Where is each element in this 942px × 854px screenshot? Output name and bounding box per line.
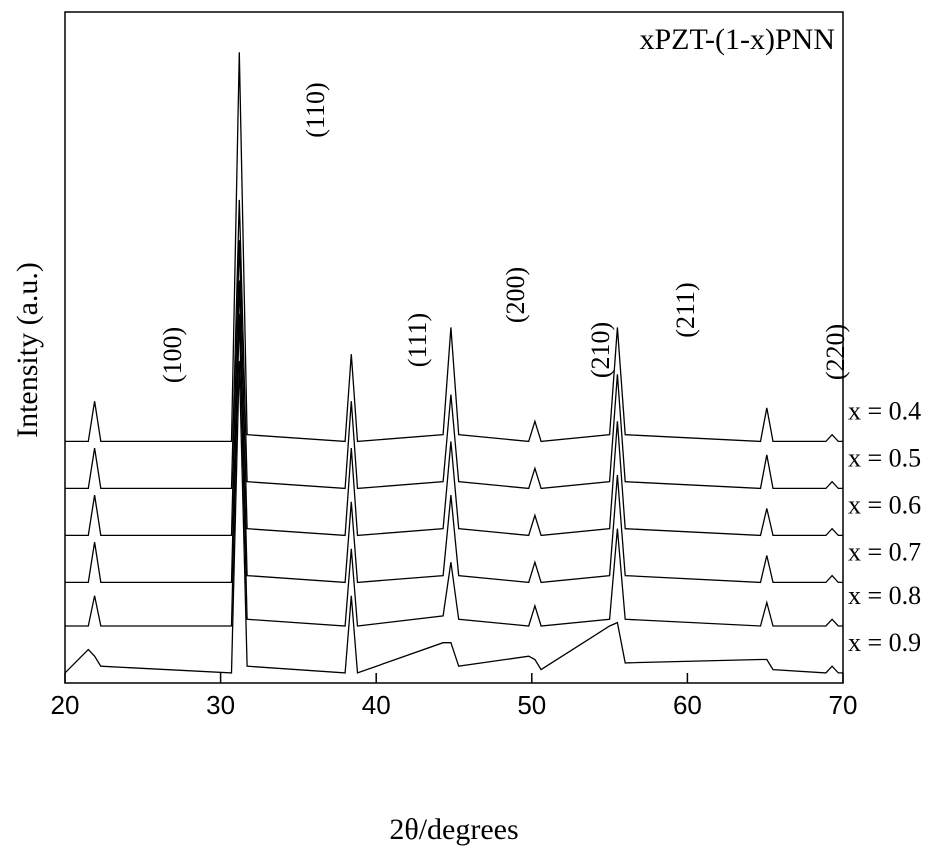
x-tick-label: 40 [362, 690, 391, 720]
peak-label: (210) [586, 322, 615, 378]
series-label: x = 0.5 [848, 443, 921, 472]
series-label: x = 0.9 [848, 628, 921, 657]
x-tick-label: 70 [829, 690, 858, 720]
xrd-trace [65, 199, 843, 490]
xrd-trace [65, 280, 843, 584]
peak-label: (200) [501, 267, 530, 323]
x-axis-label: 2θ/degrees [389, 813, 518, 846]
peak-label: (100) [158, 327, 187, 383]
series-label: x = 0.4 [848, 396, 921, 425]
x-tick-label: 60 [673, 690, 702, 720]
plot-frame [64, 11, 844, 684]
peak-label: (110) [301, 82, 330, 137]
x-tick-label: 30 [206, 690, 235, 720]
series-label: x = 0.6 [848, 490, 921, 519]
peak-label: (220) [821, 324, 850, 380]
x-tick-label: 20 [51, 690, 80, 720]
xrd-trace [65, 313, 843, 627]
xrd-trace [65, 240, 843, 537]
x-tick-label: 50 [517, 690, 546, 720]
peak-label: (211) [671, 282, 700, 337]
xrd-trace [65, 52, 843, 443]
chart-title: xPZT-(1-x)PNN [639, 23, 835, 56]
xrd-trace [64, 360, 843, 674]
peak-label: (111) [403, 313, 432, 367]
series-label: x = 0.8 [848, 581, 921, 610]
y-axis-label: Intensity (a.u.) [11, 262, 44, 438]
series-label: x = 0.7 [848, 537, 921, 566]
